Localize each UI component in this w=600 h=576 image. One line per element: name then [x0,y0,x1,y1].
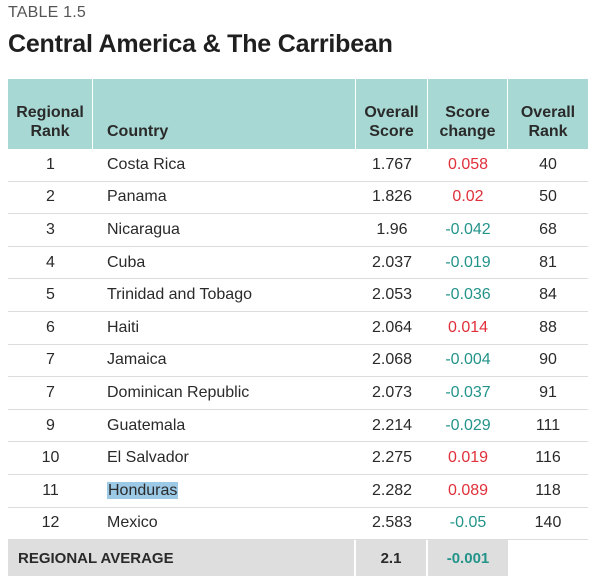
overall-rank-cell: 91 [508,377,588,410]
overall-score-cell: 2.214 [356,410,428,443]
score-change-cell: 0.058 [428,149,508,182]
regional-average-label: REGIONAL AVERAGE [8,540,356,576]
overall-score-cell: 2.275 [356,442,428,475]
regional-average-row: REGIONAL AVERAGE 2.1 -0.001 [8,540,588,576]
rankings-table: Regional Rank Country Overall Score Scor… [8,79,588,576]
overall-score-cell: 2.073 [356,377,428,410]
overall-score-cell: 2.068 [356,345,428,378]
table-header: Regional Rank Country Overall Score Scor… [8,79,588,149]
country-cell: Honduras [93,475,356,508]
overall-rank-cell: 118 [508,475,588,508]
score-change-cell: -0.037 [428,377,508,410]
table-row: 10 El Salvador 2.275 0.019 116 [8,442,588,475]
overall-score-cell: 2.282 [356,475,428,508]
overall-rank-cell: 81 [508,247,588,280]
overall-rank-cell: 140 [508,508,588,541]
country-cell: Panama [93,182,356,215]
overall-rank-cell: 116 [508,442,588,475]
score-change-cell: -0.029 [428,410,508,443]
overall-rank-cell: 40 [508,149,588,182]
regional-average-blank [508,540,588,576]
table-title: Central America & The Carribean [8,30,393,58]
score-change-cell: -0.004 [428,345,508,378]
regional-rank-cell: 5 [8,279,93,312]
header-overall-score: Overall Score [356,79,428,149]
table-row: 6 Haiti 2.064 0.014 88 [8,312,588,345]
overall-score-cell: 2.583 [356,508,428,541]
overall-rank-cell: 111 [508,410,588,443]
header-country: Country [93,79,356,149]
overall-rank-cell: 88 [508,312,588,345]
country-cell: El Salvador [93,442,356,475]
country-cell: Dominican Republic [93,377,356,410]
country-highlighted-text: Honduras [107,481,179,499]
score-change-cell: 0.02 [428,182,508,215]
overall-rank-cell: 50 [508,182,588,215]
table-footer: REGIONAL AVERAGE 2.1 -0.001 [8,540,588,576]
country-cell: Trinidad and Tobago [93,279,356,312]
score-change-cell: -0.042 [428,214,508,247]
score-change-cell: -0.036 [428,279,508,312]
table-row: 2 Panama 1.826 0.02 50 [8,182,588,215]
regional-rank-cell: 12 [8,508,93,541]
overall-score-cell: 1.96 [356,214,428,247]
regional-rank-cell: 10 [8,442,93,475]
header-row: Regional Rank Country Overall Score Scor… [8,79,588,149]
table-row: 7 Dominican Republic 2.073 -0.037 91 [8,377,588,410]
header-regional-rank: Regional Rank [8,79,93,149]
regional-rank-cell: 1 [8,149,93,182]
score-change-cell: -0.019 [428,247,508,280]
regional-rank-cell: 6 [8,312,93,345]
header-score-change: Score change [428,79,508,149]
country-cell: Haiti [93,312,356,345]
table-body: 1 Costa Rica 1.767 0.058 40 2 Panama 1.826 0.02 5… [8,149,588,541]
regional-average-score: 2.1 [356,540,428,576]
regional-rank-cell: 2 [8,182,93,215]
table-row: 1 Costa Rica 1.767 0.058 40 [8,149,588,182]
regional-rank-cell: 3 [8,214,93,247]
overall-score-cell: 1.767 [356,149,428,182]
overall-rank-cell: 84 [508,279,588,312]
overall-rank-cell: 68 [508,214,588,247]
overall-score-cell: 2.053 [356,279,428,312]
country-cell: Cuba [93,247,356,280]
country-cell: Costa Rica [93,149,356,182]
regional-rank-cell: 7 [8,345,93,378]
country-cell: Nicaragua [93,214,356,247]
overall-rank-cell: 90 [508,345,588,378]
score-change-cell: -0.05 [428,508,508,541]
regional-rank-cell: 11 [8,475,93,508]
regional-rank-cell: 9 [8,410,93,443]
regional-rank-cell: 7 [8,377,93,410]
regional-rank-cell: 4 [8,247,93,280]
table-row: 3 Nicaragua 1.96 -0.042 68 [8,214,588,247]
table-label: TABLE 1.5 [8,4,86,21]
overall-score-cell: 1.826 [356,182,428,215]
table-row: 11 Honduras 2.282 0.089 118 [8,475,588,508]
table-row: 12 Mexico 2.583 -0.05 140 [8,508,588,541]
country-cell: Mexico [93,508,356,541]
score-change-cell: 0.089 [428,475,508,508]
table-row: 7 Jamaica 2.068 -0.004 90 [8,345,588,378]
table-row: 5 Trinidad and Tobago 2.053 -0.036 84 [8,279,588,312]
score-change-cell: 0.014 [428,312,508,345]
table-row: 9 Guatemala 2.214 -0.029 111 [8,410,588,443]
header-overall-rank: Overall Rank [508,79,588,149]
country-cell: Jamaica [93,345,356,378]
table-row: 4 Cuba 2.037 -0.019 81 [8,247,588,280]
country-cell: Guatemala [93,410,356,443]
overall-score-cell: 2.037 [356,247,428,280]
regional-average-change: -0.001 [428,540,508,576]
score-change-cell: 0.019 [428,442,508,475]
overall-score-cell: 2.064 [356,312,428,345]
